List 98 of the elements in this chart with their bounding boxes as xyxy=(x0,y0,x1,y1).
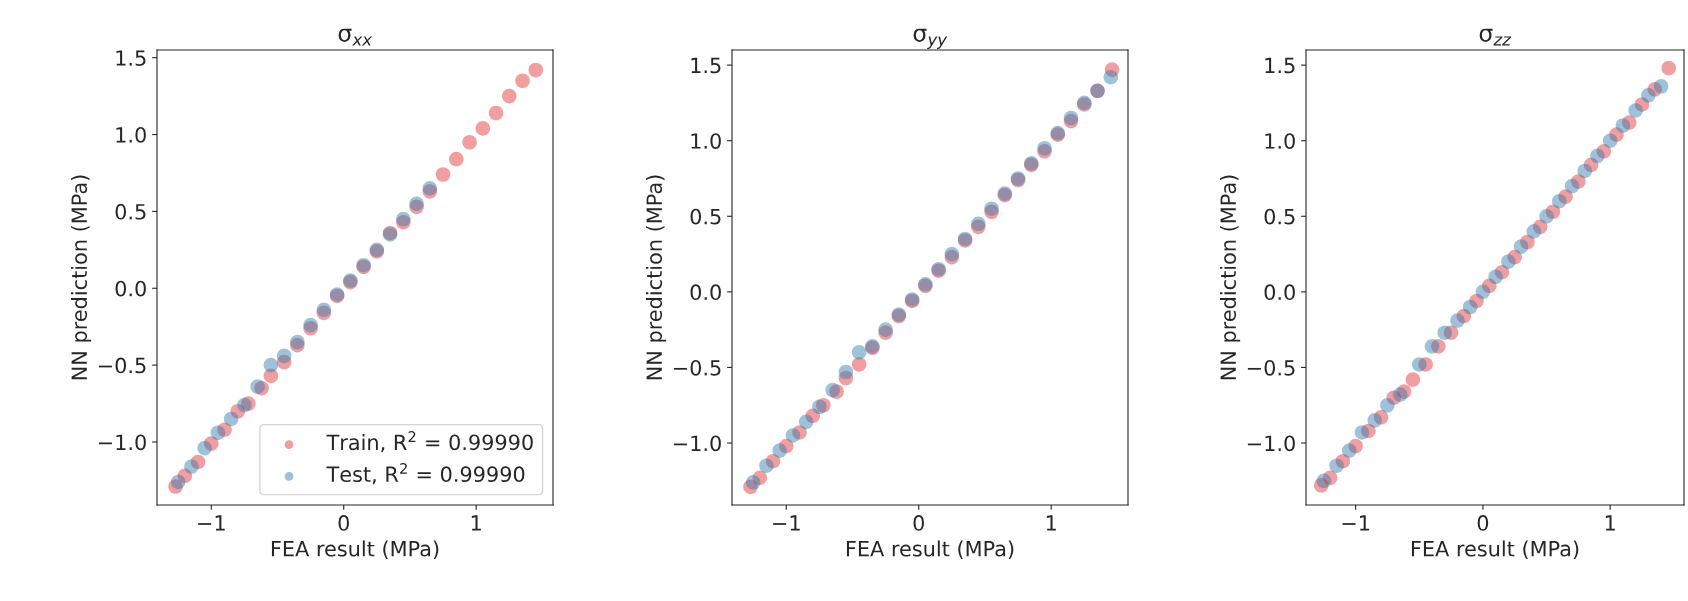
point xyxy=(1462,299,1478,315)
point xyxy=(1641,88,1656,103)
x-tick-label: 1 xyxy=(1046,515,1056,531)
point xyxy=(449,151,464,167)
point xyxy=(276,348,292,364)
legend-label: Train, R$^{2}$ = 0.99990 xyxy=(326,431,533,453)
point xyxy=(502,88,517,104)
x-tick-label: 1 xyxy=(1605,515,1615,531)
point xyxy=(851,345,867,360)
point xyxy=(1411,357,1427,372)
point xyxy=(785,428,801,443)
y-tick-label: −0.5 xyxy=(1247,359,1295,376)
point xyxy=(263,357,279,373)
point xyxy=(759,458,774,473)
point xyxy=(1628,103,1643,118)
y-axis-title: NN prediction (MPa) xyxy=(70,175,92,380)
point xyxy=(210,425,226,441)
point xyxy=(1653,79,1669,94)
point xyxy=(1405,372,1421,387)
y-axis-title: NN prediction (MPa) xyxy=(645,175,667,380)
y-tick-label: 0.5 xyxy=(1264,208,1295,225)
point xyxy=(984,201,999,216)
y-tick-label: 1.5 xyxy=(691,57,721,74)
point xyxy=(798,414,814,430)
point xyxy=(1551,193,1567,209)
x-axis-title: FEA result (MPa) xyxy=(846,540,1014,560)
y-tick-label: 1.0 xyxy=(1265,133,1295,149)
point xyxy=(772,443,787,458)
y-axis-title: NN prediction (MPa) xyxy=(1219,175,1241,380)
point xyxy=(1380,397,1395,413)
point xyxy=(409,196,424,211)
y-tick-label: 0.5 xyxy=(115,203,146,220)
y-tick-label: −1.0 xyxy=(98,434,146,451)
point xyxy=(170,474,186,490)
y-tick-label: 1.0 xyxy=(116,127,146,143)
point xyxy=(1564,178,1580,194)
y-tick-label: 0.5 xyxy=(690,208,721,225)
point xyxy=(1577,163,1593,179)
x-tick-label: −1 xyxy=(1342,515,1370,531)
point xyxy=(515,73,530,89)
point xyxy=(1590,148,1605,164)
y-tick-label: −0.5 xyxy=(98,357,146,374)
point xyxy=(1367,413,1383,428)
point xyxy=(1341,443,1357,458)
point xyxy=(475,121,491,136)
point xyxy=(851,357,867,372)
x-tick-label: 0 xyxy=(1477,515,1489,531)
point xyxy=(1329,458,1344,473)
y-tick-label: 0.0 xyxy=(690,284,721,301)
point xyxy=(1424,339,1440,354)
point xyxy=(528,62,544,78)
x-tick-label: 0 xyxy=(913,515,924,531)
point xyxy=(1661,60,1677,76)
point xyxy=(197,440,212,456)
point xyxy=(1615,118,1631,133)
point xyxy=(825,382,840,398)
x-axis-title: FEA result (MPa) xyxy=(1411,540,1579,560)
point xyxy=(1437,325,1453,340)
point xyxy=(745,475,761,490)
point xyxy=(1037,140,1052,156)
y-tick-label: 1.5 xyxy=(116,50,146,66)
point xyxy=(1475,284,1491,300)
point xyxy=(1501,254,1516,269)
point xyxy=(1526,224,1542,239)
y-tick-label: 0.0 xyxy=(1264,284,1295,301)
legend-label: Test, R$^{2}$ = 0.99990 xyxy=(326,462,525,485)
point xyxy=(1513,239,1529,254)
y-tick-label: 1.5 xyxy=(1265,57,1295,74)
y-tick-label: −0.5 xyxy=(673,359,721,376)
point xyxy=(435,167,451,182)
point xyxy=(488,105,504,121)
x-tick-label: −1 xyxy=(198,515,225,531)
point xyxy=(838,364,854,380)
point xyxy=(1488,269,1503,285)
y-tick-label: −1.0 xyxy=(1247,435,1295,452)
point xyxy=(1354,425,1370,440)
point xyxy=(250,379,265,394)
point xyxy=(1316,473,1332,489)
x-axis-title: FEA result (MPa) xyxy=(271,540,439,560)
y-tick-label: −1.0 xyxy=(673,435,721,452)
x-tick-label: −1 xyxy=(773,515,800,531)
point xyxy=(1103,69,1119,85)
y-tick-label: 0.0 xyxy=(115,280,146,297)
point xyxy=(1450,313,1465,328)
x-tick-label: 1 xyxy=(471,515,481,531)
chart-title: σ$_{xx}$ xyxy=(338,28,373,46)
point xyxy=(462,134,477,150)
chart-title: σ$_{zz}$ xyxy=(1479,28,1512,46)
point xyxy=(223,411,239,427)
point xyxy=(237,397,252,413)
point xyxy=(1539,209,1554,224)
point xyxy=(1602,133,1618,148)
point xyxy=(812,399,827,415)
point xyxy=(184,459,199,474)
x-tick-label: 0 xyxy=(338,515,349,531)
point xyxy=(1392,387,1408,402)
y-tick-label: 1.0 xyxy=(691,133,721,149)
chart-title: σ$_{yy}$ xyxy=(913,28,948,49)
